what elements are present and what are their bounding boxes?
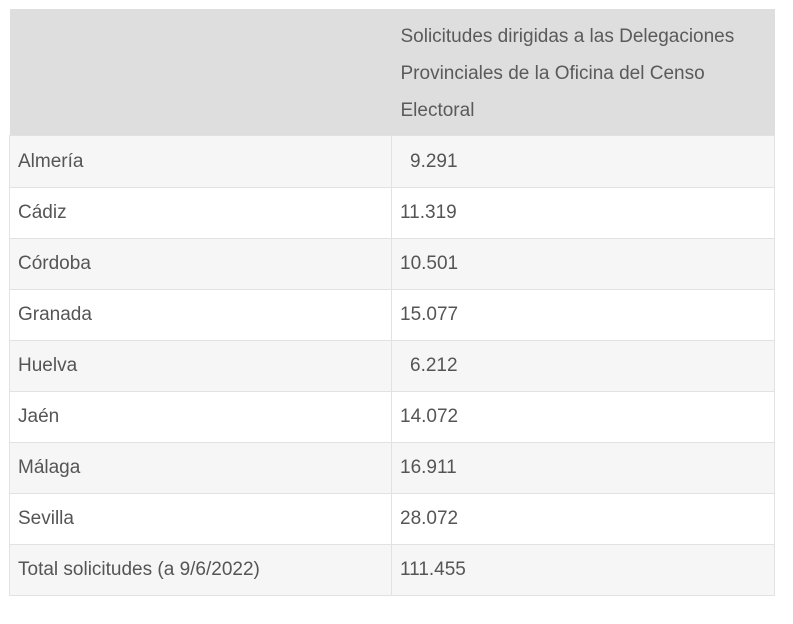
table-row: Cádiz 11.319 [9,187,775,239]
value-cell: 16.911 [391,442,775,494]
value-cell: 9.291 [391,135,775,188]
province-cell: Granada [9,289,392,341]
census-requests-table: Solicitudes dirigidas a las Delegaciones… [9,9,775,596]
province-cell: Huelva [9,340,392,392]
table-header: Solicitudes dirigidas a las Delegaciones… [9,9,775,136]
table-row: Jaén 14.072 [9,391,775,443]
census-requests-table-container: Solicitudes dirigidas a las Delegaciones… [9,9,775,596]
value-cell: 11.319 [391,187,775,239]
province-cell: Córdoba [9,238,392,290]
province-cell: Cádiz [9,187,392,239]
table-row: Sevilla 28.072 [9,493,775,545]
value-cell: 15.077 [391,289,775,341]
table-body: Almería 9.291 Cádiz 11.319 Córdoba 10.50… [9,135,775,596]
table-row: Málaga 16.911 [9,442,775,494]
total-label-cell: Total solicitudes (a 9/6/2022) [9,544,392,596]
table-row: Granada 15.077 [9,289,775,341]
value-cell: 14.072 [391,391,775,443]
header-row: Solicitudes dirigidas a las Delegaciones… [9,9,775,136]
province-cell: Sevilla [9,493,392,545]
value-cell: 28.072 [391,493,775,545]
value-cell: 6.212 [391,340,775,392]
header-province [9,9,392,136]
value-cell: 10.501 [391,238,775,290]
province-cell: Jaén [9,391,392,443]
province-cell: Málaga [9,442,392,494]
table-row-total: Total solicitudes (a 9/6/2022) 111.455 [9,544,775,596]
total-value-cell: 111.455 [391,544,775,596]
header-requests: Solicitudes dirigidas a las Delegaciones… [391,9,775,136]
province-cell: Almería [9,135,392,188]
table-row: Almería 9.291 [9,135,775,188]
table-row: Córdoba 10.501 [9,238,775,290]
table-row: Huelva 6.212 [9,340,775,392]
